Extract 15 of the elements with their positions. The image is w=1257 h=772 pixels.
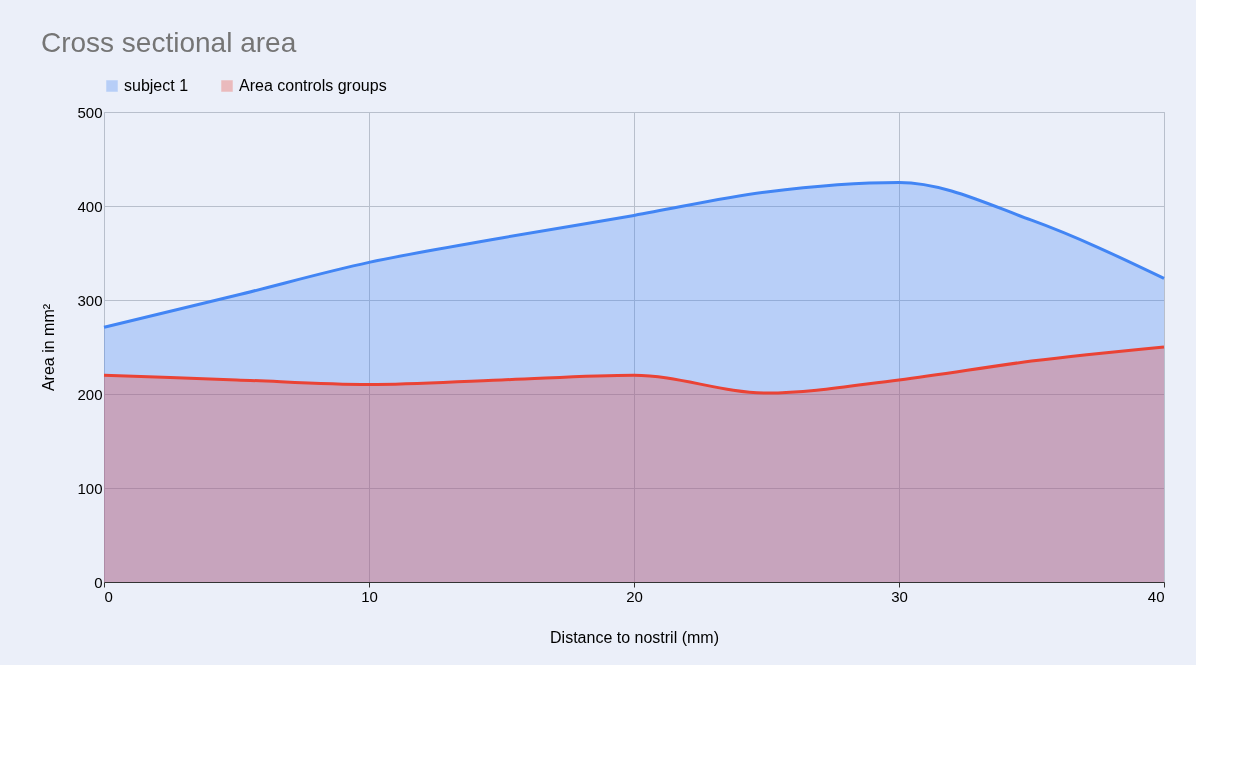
legend-label: Area controls groups (239, 77, 387, 94)
x-axis-title: Distance to nostril (mm) (550, 628, 719, 646)
legend-label: subject 1 (124, 77, 189, 94)
x-tick-label: 20 (626, 587, 643, 605)
y-tick-label: 300 (77, 291, 103, 309)
y-tick-label: 100 (77, 479, 103, 497)
x-tick-label: 30 (891, 587, 908, 605)
y-tick-label: 500 (77, 103, 103, 121)
x-tick-label: 10 (361, 587, 378, 605)
x-tick-label: 40 (1147, 587, 1165, 605)
y-tick-label: 0 (94, 573, 103, 591)
y-tick-label: 200 (77, 385, 103, 403)
y-axis-title: Area in mm² (40, 303, 58, 392)
y-tick-label: 400 (77, 197, 103, 215)
chart-title: Cross sectional area (40, 27, 297, 58)
